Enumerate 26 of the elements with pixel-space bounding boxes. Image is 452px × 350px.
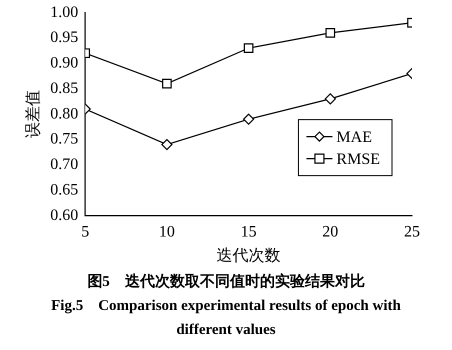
y-tick-label: 0.70: [50, 156, 78, 174]
x-tick-label: 25: [404, 223, 420, 240]
point: [162, 78, 172, 88]
x-tick-label: 10: [158, 223, 175, 240]
caption: Fig.5 Comparison experimental results of epoch with different values: [50, 297, 402, 340]
legend-label: MAE: [336, 128, 372, 146]
legend-label: RMSE: [336, 150, 380, 168]
point: [244, 43, 254, 53]
y-tick-label: 0.85: [50, 80, 78, 97]
point: [324, 93, 336, 104]
y-tick-label: 0.75: [50, 130, 78, 148]
caption: 图5 迭代次数取不同值时的实验结果对比: [86, 272, 366, 292]
point: [325, 28, 336, 38]
x-tick-label: 15: [240, 223, 257, 240]
y-tick-label: 0.90: [50, 54, 78, 72]
x-tick-label: 20: [322, 223, 338, 240]
y-tick-label: 0.60: [50, 206, 78, 224]
y-tick-label: 1.00: [50, 4, 78, 21]
x-tick-label: 5: [81, 223, 90, 240]
y-tick-label: 0.95: [50, 29, 78, 46]
point: [161, 138, 172, 150]
x-axis-title: 迭代次数: [216, 246, 281, 265]
y-tick-label: 0.80: [50, 105, 78, 122]
point: [243, 114, 254, 125]
y-tick-label: 0.65: [50, 181, 78, 198]
y-axis-title: 误差值: [24, 90, 42, 138]
